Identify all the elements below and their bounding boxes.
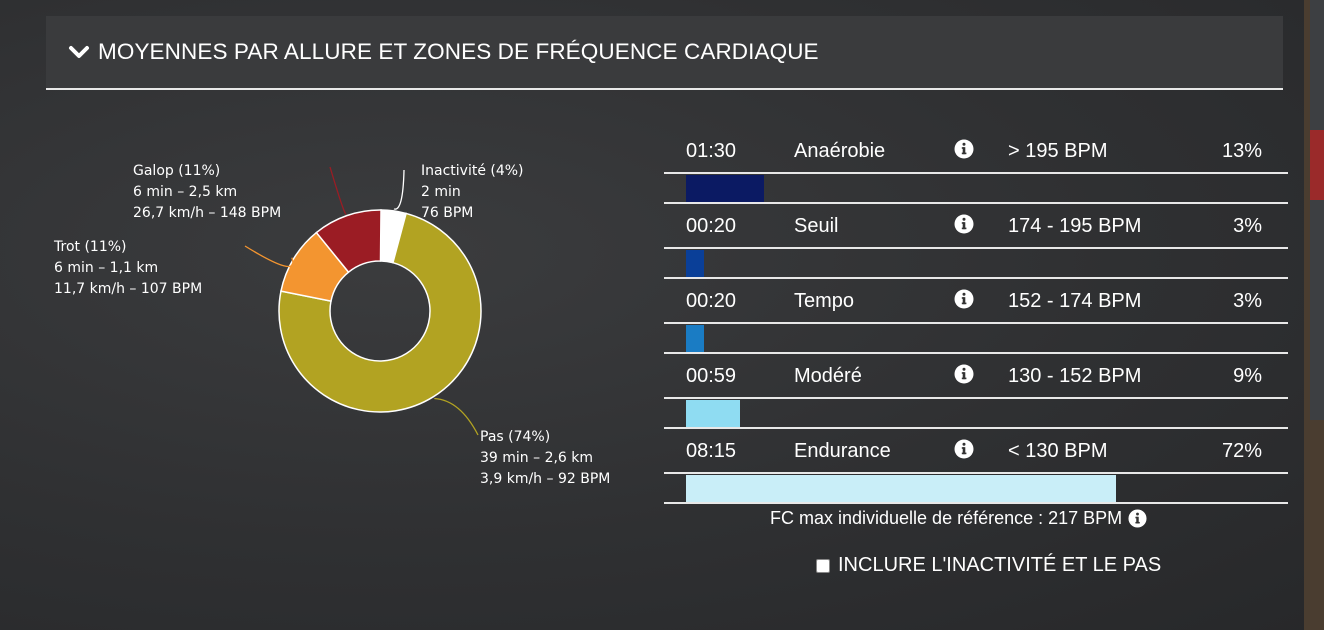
donut-connector [393,169,405,210]
label-pas-line1: 39 min – 2,6 km [480,450,594,466]
section-header-toggle[interactable]: MOYENNES PAR ALLURE ET ZONES DE FRÉQUENC… [46,16,1283,90]
donut-svg [244,166,482,436]
label-pas: Pas (74%) 39 min – 2,6 km 3,9 km/h – 92 … [480,427,610,490]
label-inactivite-title: Inactivité (4%) [421,163,524,179]
zone-range: > 195 BPM [1008,140,1108,162]
info-icon[interactable] [954,439,974,459]
zone-row-tempo: 00:20 Tempo 152 - 174 BPM 3% [664,280,1288,355]
donut-connector [244,245,294,268]
zone-name: Seuil [794,215,839,237]
label-inactivite-line2: 76 BPM [421,205,474,221]
info-icon[interactable] [954,214,974,234]
label-trot-title: Trot (11%) [54,239,127,255]
label-pas-line2: 3,9 km/h – 92 BPM [480,471,611,487]
scrollbar-track[interactable] [1310,0,1324,420]
donut-connector [329,166,347,215]
zone-row-seuil: 00:20 Seuil 174 - 195 BPM 3% [664,205,1288,280]
zone-bar [686,250,704,277]
zone-range: 152 - 174 BPM [1008,290,1142,312]
section-title: MOYENNES PAR ALLURE ET ZONES DE FRÉQUENC… [98,39,819,64]
label-trot: Trot (11%) 6 min – 1,1 km 11,7 km/h – 10… [54,237,202,300]
zone-name: Endurance [794,440,891,462]
zone-bar-track [664,249,1288,279]
zone-bar [686,175,764,202]
zone-row-header: 01:30 Anaérobie > 195 BPM 13% [664,130,1288,174]
include-inactivity-toggle[interactable]: INCLURE L'INACTIVITÉ ET LE PAS [816,554,1161,577]
zone-name: Modéré [794,365,862,387]
zone-bar-track [664,474,1288,504]
zone-row-header: 08:15 Endurance < 130 BPM 72% [664,430,1288,474]
label-galop-line2: 26,7 km/h – 148 BPM [133,205,282,221]
zone-time: 08:15 [686,440,737,462]
zone-row-modere: 00:59 Modéré 130 - 152 BPM 9% [664,355,1288,430]
zone-bar [686,400,740,427]
zone-range: < 130 BPM [1008,440,1108,462]
scrollbar-thumb[interactable] [1310,130,1324,200]
zone-bar-track [664,324,1288,354]
zone-time: 00:59 [686,365,737,387]
zone-bar-track [664,399,1288,429]
include-inactivity-checkbox[interactable] [816,558,830,573]
zone-time: 00:20 [686,290,737,312]
zone-row-anaerobie: 01:30 Anaérobie > 195 BPM 13% [664,130,1288,205]
zone-name: Anaérobie [794,140,886,162]
zone-row-header: 00:20 Tempo 152 - 174 BPM 3% [664,280,1288,324]
info-icon[interactable] [954,364,974,384]
chevron-down-icon [69,46,89,58]
info-icon[interactable] [954,139,974,159]
zone-percent: 72% [1221,440,1262,462]
zone-row-header: 00:59 Modéré 130 - 152 BPM 9% [664,355,1288,399]
pace-donut-chart: Inactivité (4%) 2 min 76 BPM Pas (74%) 3… [0,100,660,520]
zone-name: Tempo [794,290,855,312]
zone-percent: 13% [1221,140,1262,162]
label-inactivite-line1: 2 min [421,184,461,200]
fc-max-reference: FC max individuelle de référence : 217 B… [770,508,1147,529]
donut-connector [434,397,479,436]
label-pas-title: Pas (74%) [480,429,551,445]
zone-time: 00:20 [686,215,737,237]
info-icon[interactable] [954,289,974,309]
zone-time: 01:30 [686,140,737,162]
label-galop: Galop (11%) 6 min – 2,5 km 26,7 km/h – 1… [133,161,281,224]
label-trot-line1: 6 min – 1,1 km [54,260,159,276]
zone-range: 130 - 152 BPM [1008,365,1142,387]
zone-range: 174 - 195 BPM [1008,215,1142,237]
zone-row-endurance: 08:15 Endurance < 130 BPM 72% [664,430,1288,505]
label-galop-line1: 6 min – 2,5 km [133,184,238,200]
zone-percent: 3% [1233,290,1262,312]
zone-row-header: 00:20 Seuil 174 - 195 BPM 3% [664,205,1288,249]
zone-bar [686,475,1116,502]
label-trot-line2: 11,7 km/h – 107 BPM [54,281,203,297]
zone-percent: 9% [1233,365,1262,387]
fc-max-text: FC max individuelle de référence : 217 B… [770,508,1123,528]
zone-bar [686,325,704,352]
label-galop-title: Galop (11%) [133,163,221,179]
donut-slice-galop [315,209,382,274]
label-inactivite: Inactivité (4%) 2 min 76 BPM [421,161,524,224]
include-inactivity-label: INCLURE L'INACTIVITÉ ET LE PAS [838,554,1162,576]
donut-slice-pas [278,212,482,413]
info-icon[interactable] [1128,509,1147,528]
page-right-edge [1304,0,1324,630]
zone-percent: 3% [1233,215,1262,237]
zone-bar-track [664,174,1288,204]
